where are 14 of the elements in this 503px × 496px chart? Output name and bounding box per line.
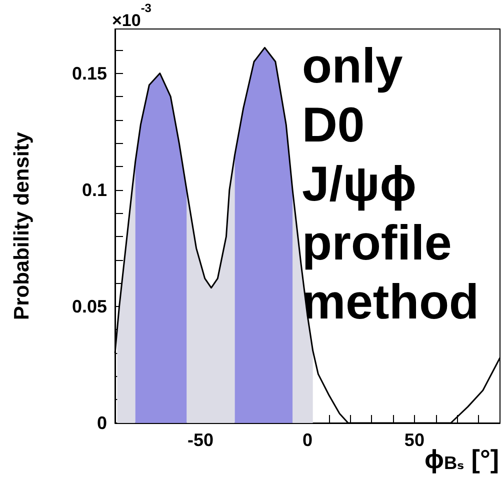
annotation: ×10-3 [112,1,152,30]
x-tick-label: 0 [302,430,313,450]
y-tick-label: 0.1 [82,180,107,200]
annotation: J/ψϕ [302,158,417,212]
x-axis-title: ϕBₛ [°] [424,444,499,474]
x-tick-label: -50 [188,430,214,450]
y-tick-label: 0.15 [72,63,107,84]
y-tick-label: 0.05 [72,296,107,316]
x-tick-label: 50 [404,430,424,450]
y-axis-title: Probability density [10,132,34,320]
y-tick-label: 0 [96,413,107,433]
annotation: only [302,40,403,94]
annotation: D0 [302,98,365,152]
annotation: profile [302,216,452,270]
